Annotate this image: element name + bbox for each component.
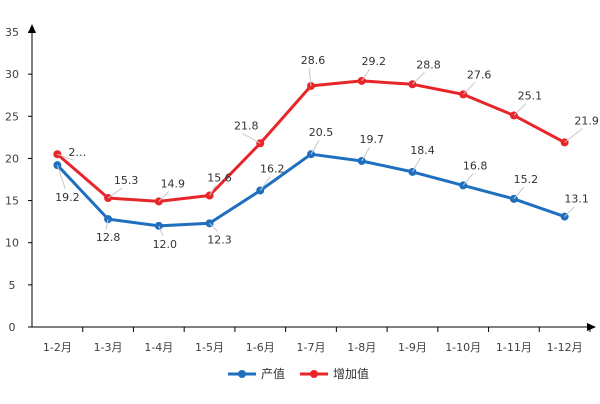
data-label-leader <box>209 222 218 232</box>
x-tick-label: 1-6月 <box>246 341 275 354</box>
data-label: 14.9 <box>161 177 186 190</box>
y-tick-label: 0 <box>9 321 16 334</box>
data-label-leader <box>242 132 261 144</box>
y-tick-label: 5 <box>9 279 16 292</box>
legend-label-1: 增加值 <box>333 366 369 381</box>
data-label: 25.1 <box>518 89 543 102</box>
data-label-leader <box>107 187 123 199</box>
data-label-leader <box>513 103 527 116</box>
data-label: 15.2 <box>514 173 539 186</box>
x-tick-label: 1-7月 <box>297 341 326 354</box>
data-label: 28.8 <box>416 58 441 71</box>
data-label: 18.4 <box>410 144 435 157</box>
y-tick-label: 25 <box>5 110 19 123</box>
data-label-leader <box>462 82 476 95</box>
series-line-0 <box>55 152 567 228</box>
data-label: 19.2 <box>55 191 80 204</box>
data-label-leader <box>564 128 583 143</box>
y-tick-label: 35 <box>5 26 19 39</box>
legend-label-0: 产值 <box>261 366 285 381</box>
x-tick-label: 1-4月 <box>144 341 173 354</box>
legend-marker-1 <box>310 370 318 378</box>
y-tick-label: 20 <box>5 152 19 165</box>
x-axis-arrow <box>587 323 596 331</box>
data-label: 27.6 <box>467 68 492 81</box>
y-tick-label: 15 <box>5 195 19 208</box>
data-label-leader <box>308 67 312 86</box>
legend-marker-0 <box>238 370 246 378</box>
data-label-leader <box>412 157 421 173</box>
data-label-leader <box>259 176 271 191</box>
y-tick-label: 30 <box>5 68 19 81</box>
data-label-leader <box>412 71 425 85</box>
x-tick-label: 1-12月 <box>547 341 583 354</box>
data-label: 28.6 <box>301 54 326 67</box>
data-label-leader <box>209 185 216 196</box>
data-label: 16.2 <box>260 162 285 175</box>
x-tick-label: 1-2月 <box>43 341 72 354</box>
data-label: 12.3 <box>207 233 232 246</box>
data-label-leader <box>158 191 170 202</box>
y-tick-label: 10 <box>5 237 19 250</box>
data-label: 12.0 <box>153 238 178 251</box>
data-label-leader <box>513 186 525 200</box>
data-label-leader <box>310 139 320 155</box>
data-label-leader <box>105 219 109 230</box>
x-tick-label: 1-11月 <box>496 341 532 354</box>
data-label: 20.5 <box>309 126 334 139</box>
data-label-leader <box>56 165 66 190</box>
data-label: 15.3 <box>114 174 139 187</box>
x-tick-label: 1-8月 <box>347 341 376 354</box>
data-label: 15.6 <box>207 172 232 185</box>
data-label: 13.1 <box>564 193 589 206</box>
data-label: 19.7 <box>359 133 384 146</box>
data-label: 16.8 <box>463 159 488 172</box>
x-tick-label: 1-3月 <box>94 341 123 354</box>
data-label: 21.9 <box>574 114 599 127</box>
x-tick-label: 1-10月 <box>445 341 481 354</box>
data-label-leader <box>361 146 371 162</box>
data-label: 2… <box>68 146 86 159</box>
data-label-leader <box>57 153 74 161</box>
x-tick-label: 1-9月 <box>398 341 427 354</box>
data-label: 29.2 <box>361 55 386 68</box>
data-label-leader <box>462 173 474 186</box>
data-label-leader <box>158 225 164 237</box>
data-label-leader <box>361 68 371 82</box>
data-label: 21.8 <box>234 119 259 132</box>
data-label: 12.8 <box>96 231 121 244</box>
y-axis-arrow <box>28 24 36 33</box>
x-tick-label: 1-5月 <box>195 341 224 354</box>
data-label-leader <box>564 206 575 217</box>
